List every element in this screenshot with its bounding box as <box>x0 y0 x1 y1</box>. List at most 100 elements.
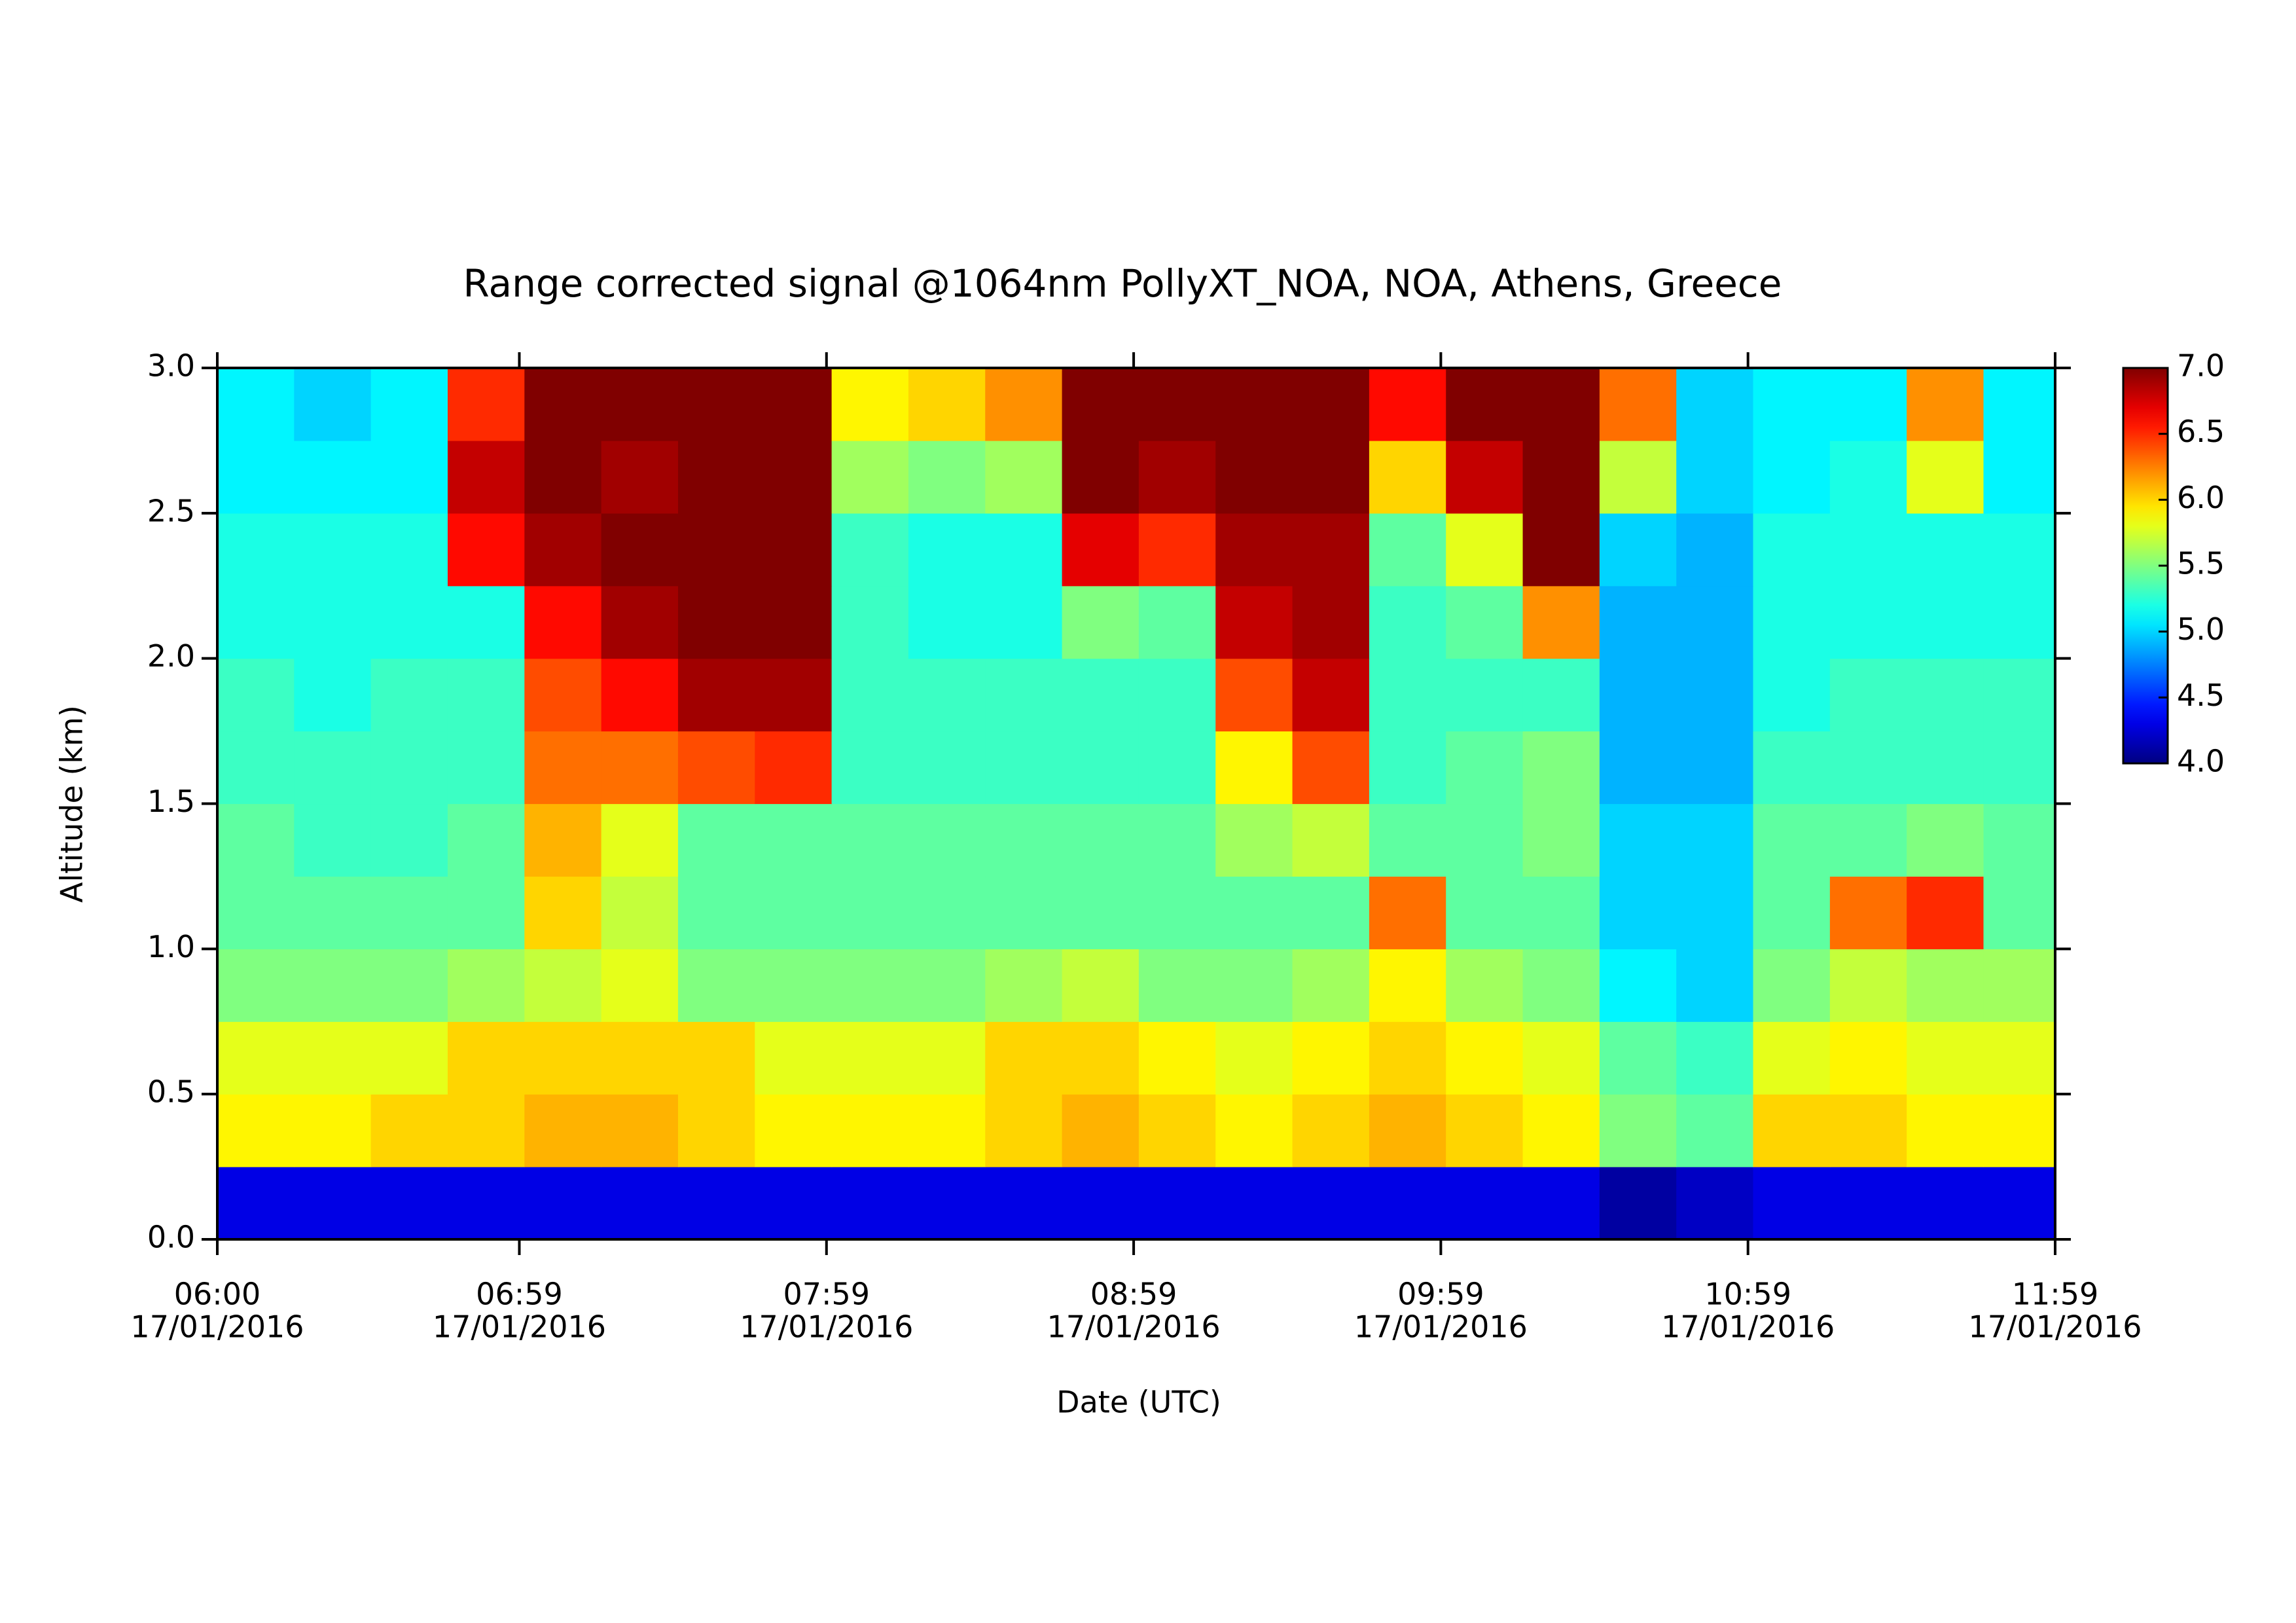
heatmap-cell <box>370 513 448 587</box>
x-tick-label: 07:59 <box>783 1277 870 1312</box>
x-tick-date: 17/01/2016 <box>130 1309 304 1345</box>
colorbar-tick-label: 4.5 <box>2177 678 2225 713</box>
heatmap-cell <box>908 949 986 1022</box>
heatmap-cell <box>1522 803 1600 877</box>
heatmap-cell <box>1138 1021 1216 1095</box>
heatmap-cell <box>908 368 986 441</box>
heatmap-cell <box>1676 1094 1754 1167</box>
y-tick-label: 2.5 <box>147 493 195 528</box>
heatmap-cell <box>985 731 1063 805</box>
heatmap-cell <box>677 513 755 587</box>
heatmap-cell <box>1829 949 1907 1022</box>
heatmap-cell <box>1676 1167 1754 1239</box>
heatmap-cell <box>447 803 525 877</box>
heatmap-cell <box>677 1167 755 1239</box>
heatmap-cell <box>1599 803 1677 877</box>
heatmap-cell <box>1599 1021 1677 1095</box>
heatmap-cell <box>1292 658 1370 732</box>
heatmap-cell <box>677 658 755 732</box>
heatmap-cell <box>1062 440 1139 514</box>
heatmap-cell <box>1062 1094 1139 1167</box>
heatmap-cell <box>677 368 755 441</box>
heatmap-cell <box>985 1167 1063 1239</box>
heatmap-cell <box>985 440 1063 514</box>
heatmap-cell <box>217 513 295 587</box>
heatmap-cell <box>755 949 833 1022</box>
heatmap-cell <box>755 1167 833 1239</box>
heatmap-cell <box>1983 585 2055 659</box>
heatmap-cell <box>370 1167 448 1239</box>
heatmap-cell <box>217 949 295 1022</box>
heatmap-cell <box>601 876 679 949</box>
heatmap-cell <box>1829 440 1907 514</box>
heatmap-cell <box>1676 440 1754 514</box>
heatmap-cell <box>1138 1094 1216 1167</box>
heatmap-cell <box>985 1021 1063 1095</box>
heatmap-cell <box>601 949 679 1022</box>
heatmap-cell <box>370 440 448 514</box>
heatmap-cell <box>1829 803 1907 877</box>
colorbar-tick-label: 5.0 <box>2177 611 2225 647</box>
x-tick-date: 17/01/2016 <box>740 1309 913 1345</box>
heatmap-cell <box>524 876 602 949</box>
heatmap-cell <box>677 440 755 514</box>
heatmap-cell <box>755 1021 833 1095</box>
heatmap-cell <box>1138 731 1216 805</box>
heatmap-cell <box>1369 658 1446 732</box>
heatmap-cell <box>1292 513 1370 587</box>
y-tick-label: 2.0 <box>147 638 195 674</box>
heatmap-cell <box>1369 803 1446 877</box>
heatmap-cell <box>447 1094 525 1167</box>
heatmap-cell <box>294 585 372 659</box>
heatmap-cell <box>601 368 679 441</box>
heatmap-cell <box>1753 803 1831 877</box>
heatmap-cell <box>908 731 986 805</box>
heatmap-cell <box>1676 1021 1754 1095</box>
heatmap-cell <box>447 1167 525 1239</box>
heatmap-cell <box>677 803 755 877</box>
heatmap-cell <box>677 949 755 1022</box>
colorbar-tick-label: 5.5 <box>2177 546 2225 581</box>
heatmap <box>217 368 2055 1239</box>
heatmap-cell <box>1138 585 1216 659</box>
heatmap-cell <box>1446 1167 1524 1239</box>
heatmap-cell <box>831 1094 909 1167</box>
heatmap-cell <box>908 803 986 877</box>
heatmap-cell <box>1369 876 1446 949</box>
colorbar-tick-label: 6.5 <box>2177 414 2225 449</box>
heatmap-cell <box>1983 440 2055 514</box>
heatmap-cell <box>1599 658 1677 732</box>
heatmap-cell <box>831 949 909 1022</box>
heatmap-cell <box>1369 1167 1446 1239</box>
heatmap-cell <box>524 368 602 441</box>
heatmap-cell <box>831 585 909 659</box>
heatmap-cell <box>1829 368 1907 441</box>
heatmap-cell <box>1522 949 1600 1022</box>
heatmap-cell <box>1907 585 1984 659</box>
heatmap-cell <box>908 1167 986 1239</box>
x-tick-label: 08:59 <box>1090 1277 1177 1312</box>
heatmap-cell <box>985 803 1063 877</box>
heatmap-cell <box>1599 368 1677 441</box>
heatmap-cell <box>677 585 755 659</box>
y-tick-label: 0.5 <box>147 1074 195 1110</box>
heatmap-cell <box>1446 658 1524 732</box>
heatmap-cell <box>447 440 525 514</box>
heatmap-cell <box>1446 585 1524 659</box>
heatmap-cell <box>447 585 525 659</box>
heatmap-cell <box>217 1167 295 1239</box>
heatmap-cell <box>1983 513 2055 587</box>
x-tick-date: 17/01/2016 <box>433 1309 606 1345</box>
heatmap-cell <box>1292 1094 1370 1167</box>
heatmap-cell <box>1369 585 1446 659</box>
heatmap-cell <box>1907 368 1984 441</box>
heatmap-cell <box>985 658 1063 732</box>
heatmap-cell <box>1138 949 1216 1022</box>
heatmap-cell <box>1292 368 1370 441</box>
heatmap-cell <box>1753 876 1831 949</box>
heatmap-cell <box>601 440 679 514</box>
heatmap-cell <box>985 1094 1063 1167</box>
heatmap-cell <box>908 585 986 659</box>
heatmap-cell <box>908 513 986 587</box>
heatmap-cell <box>370 658 448 732</box>
